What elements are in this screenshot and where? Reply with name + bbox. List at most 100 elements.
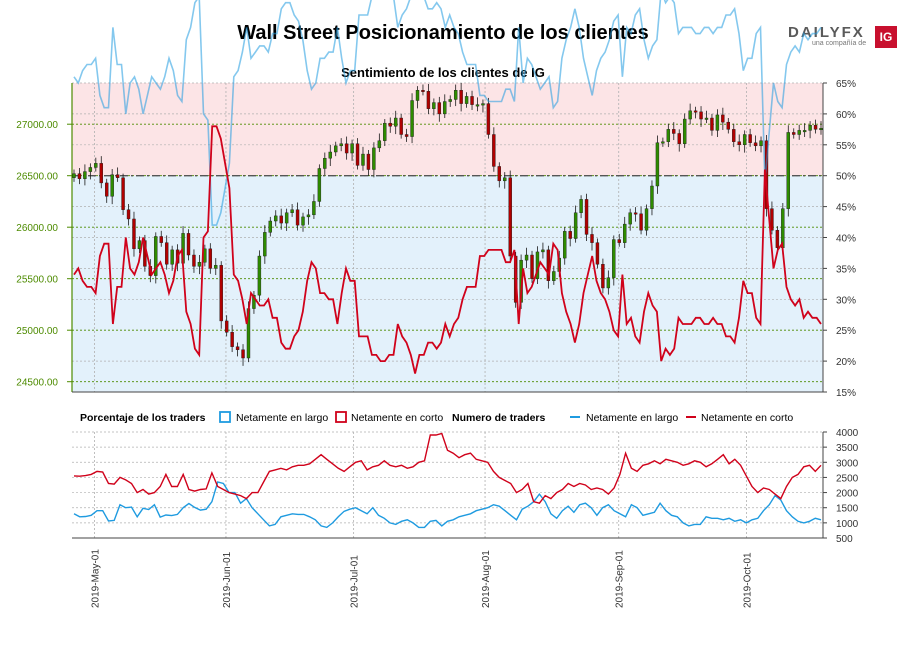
candle-body [759, 140, 763, 147]
x-tick-label: 2019-Sep-01 [615, 550, 626, 608]
candle-body [339, 143, 343, 147]
candle-body [105, 182, 109, 197]
candle-body [306, 214, 311, 218]
x-tick-label: 2019-Jul-01 [350, 555, 361, 608]
candle-body [802, 130, 807, 133]
candle-body [159, 236, 163, 243]
long-traders-line [73, 481, 822, 529]
candle-body [350, 143, 354, 154]
x-tick-label: 2019-Oct-01 [742, 552, 753, 608]
right-axis-tick-label: 30% [836, 295, 856, 306]
candle-body [404, 134, 409, 137]
candle-body [475, 104, 480, 107]
candle-body [639, 213, 643, 231]
candle-body [813, 125, 818, 130]
chart-subtitle: Sentimiento de los clientes de IG [341, 65, 545, 80]
right-axis-tick-label: 60% [836, 110, 856, 121]
candle-body [699, 111, 703, 120]
candle-body [606, 277, 611, 289]
traders-axis-tick-label: 2500 [836, 473, 859, 484]
candle-body [492, 134, 496, 167]
candle-body [252, 294, 256, 309]
candle-body [268, 220, 272, 233]
candle-body [568, 231, 572, 239]
candle-body [650, 185, 654, 209]
candle-body [453, 90, 458, 100]
candle-body [83, 171, 87, 179]
candle-body [290, 209, 294, 213]
candle-body [595, 242, 600, 265]
candle-body [366, 153, 371, 170]
candle-body [682, 118, 687, 144]
candle-body [775, 230, 780, 248]
candle-body [99, 163, 103, 184]
candle-body [334, 145, 338, 153]
candle-body [530, 254, 534, 279]
candle-body [317, 168, 322, 202]
candle-body [655, 142, 660, 187]
right-axis-tick-label: 20% [836, 357, 856, 368]
candle-body [208, 248, 213, 269]
candle-body [154, 236, 158, 276]
candle-body [301, 216, 305, 226]
legend-pct-short: Netamente en corto [351, 412, 443, 424]
page-title: Wall Street Posicionamiento de los clien… [237, 22, 649, 44]
candle-body [541, 249, 545, 253]
candle-body [448, 99, 452, 102]
right-axis-tick-label: 25% [836, 326, 856, 337]
short-traders-line [73, 432, 822, 504]
legend-num-long: Netamente en largo [586, 412, 678, 424]
candle-body [786, 132, 790, 209]
candle-body [257, 255, 262, 296]
candle-body [241, 349, 245, 359]
candle-body [770, 208, 774, 231]
right-axis-tick-label: 40% [836, 234, 856, 245]
traders-axis-tick-label: 4000 [836, 428, 859, 439]
traders-axis-tick-label: 3500 [836, 443, 859, 454]
candle-body [230, 332, 234, 347]
candle-body [323, 157, 327, 169]
candle-body [164, 242, 169, 265]
candle-body [633, 212, 638, 215]
right-axis-tick-label: 65% [836, 79, 856, 90]
candle-body [94, 163, 98, 168]
x-tick-label: 2019-Jun-01 [222, 551, 233, 608]
candle-body [742, 134, 747, 146]
candle-body [186, 233, 191, 256]
candle-body [372, 147, 376, 170]
candle-body [737, 141, 741, 146]
candle-body [715, 114, 720, 131]
candle-body [552, 271, 556, 281]
candle-body [623, 223, 627, 243]
candle-body [644, 208, 649, 231]
candle-body [355, 143, 360, 166]
candle-body [486, 103, 491, 135]
candle-body [426, 91, 431, 109]
candle-body [579, 199, 583, 213]
candle-body [121, 177, 125, 210]
right-axis-tick-label: 35% [836, 264, 856, 275]
candle-body [274, 215, 278, 222]
candle-body [808, 125, 812, 131]
candle-body [524, 254, 529, 261]
candle-body [110, 174, 114, 197]
candle-body [284, 212, 289, 224]
candle-body [628, 212, 632, 225]
logo-tagline: una compañía de [812, 40, 867, 47]
candle-body [797, 130, 801, 135]
candle-body [732, 129, 736, 142]
candle-body [312, 201, 316, 216]
candle-body [617, 239, 621, 243]
candle-body [470, 96, 474, 105]
legend-long-swatch [219, 411, 231, 423]
candle-body [115, 174, 120, 178]
right-axis-tick-label: 15% [836, 388, 856, 399]
legend-num-short: Netamente en corto [701, 412, 793, 424]
left-axis-tick-label: 25000.00 [16, 326, 58, 337]
candle-body [503, 177, 507, 182]
legend-pct-long: Netamente en largo [236, 412, 328, 424]
candle-body [137, 240, 142, 250]
legend-pct-title: Porcentaje de los traders [80, 412, 206, 424]
left-axis-tick-label: 25500.00 [16, 275, 58, 286]
candle-body [612, 239, 616, 278]
